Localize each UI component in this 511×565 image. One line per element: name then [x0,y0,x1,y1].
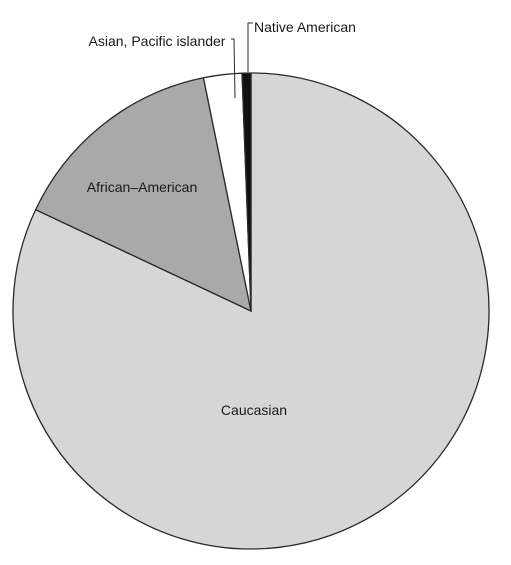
pie-slices [12,72,490,550]
slice-label-native-american: Native American [254,19,356,35]
slice-labels: Caucasian African–American Asian, Pacifi… [87,19,356,418]
pie-slice-african-american [34,77,252,313]
slice-label-caucasian: Caucasian [221,402,287,418]
leader-lines [231,22,253,99]
leader-line-native-american [247,22,253,72]
slice-label-asian-pacific-islander: Asian, Pacific islander [89,33,226,49]
pie-slice-native-american [241,72,252,312]
pie-slice-caucasian [12,72,490,550]
slice-label-african-american: African–American [87,179,198,195]
leader-line-asian-pacific-islander [231,38,236,99]
